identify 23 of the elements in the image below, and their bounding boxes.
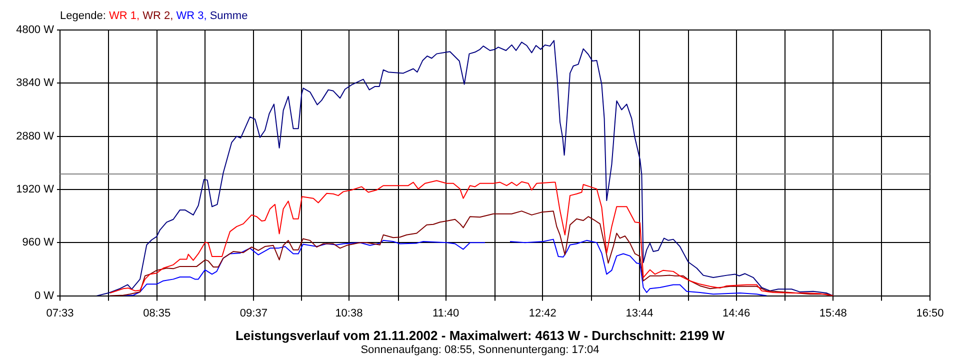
legend-title: Legende: [60, 10, 107, 22]
x-tick-label: 09:37 [240, 307, 268, 320]
x-tick-label: 13:44 [626, 307, 654, 320]
text: Sonnenaufgang: 08:55, Sonnenuntergang: 17:04 [360, 344, 600, 356]
text: Summe [210, 10, 248, 22]
y-tick-label: 3840 W [16, 77, 55, 90]
x-tick-label: 12:42 [528, 307, 556, 320]
x-tick-label: 15:48 [819, 307, 847, 320]
text: WR 1, [108, 10, 140, 22]
y-tick-label: 2880 W [16, 130, 55, 142]
y-tick-label: 4800 W [16, 24, 55, 36]
x-tick-label: 07:33 [46, 307, 74, 320]
text: WR 3, [176, 10, 208, 22]
text: WR 2, [142, 10, 174, 22]
x-tick-label: 14:46 [722, 307, 750, 320]
x-tick-label: 11:40 [432, 307, 460, 320]
y-tick-label: 1920 W [16, 184, 55, 196]
y-tick-label: 960 W [22, 236, 55, 249]
x-tick-label: 10:38 [335, 307, 363, 320]
x-tick-label: 08:35 [143, 307, 171, 320]
y-tick-label: 0 W [34, 290, 55, 302]
x-tick-label: 16:50 [916, 307, 944, 320]
text: Leistungsverlauf vom 21.11.2002 - Maximalwert: 4613 W - Durchschnitt: 2199 W [234, 328, 726, 343]
